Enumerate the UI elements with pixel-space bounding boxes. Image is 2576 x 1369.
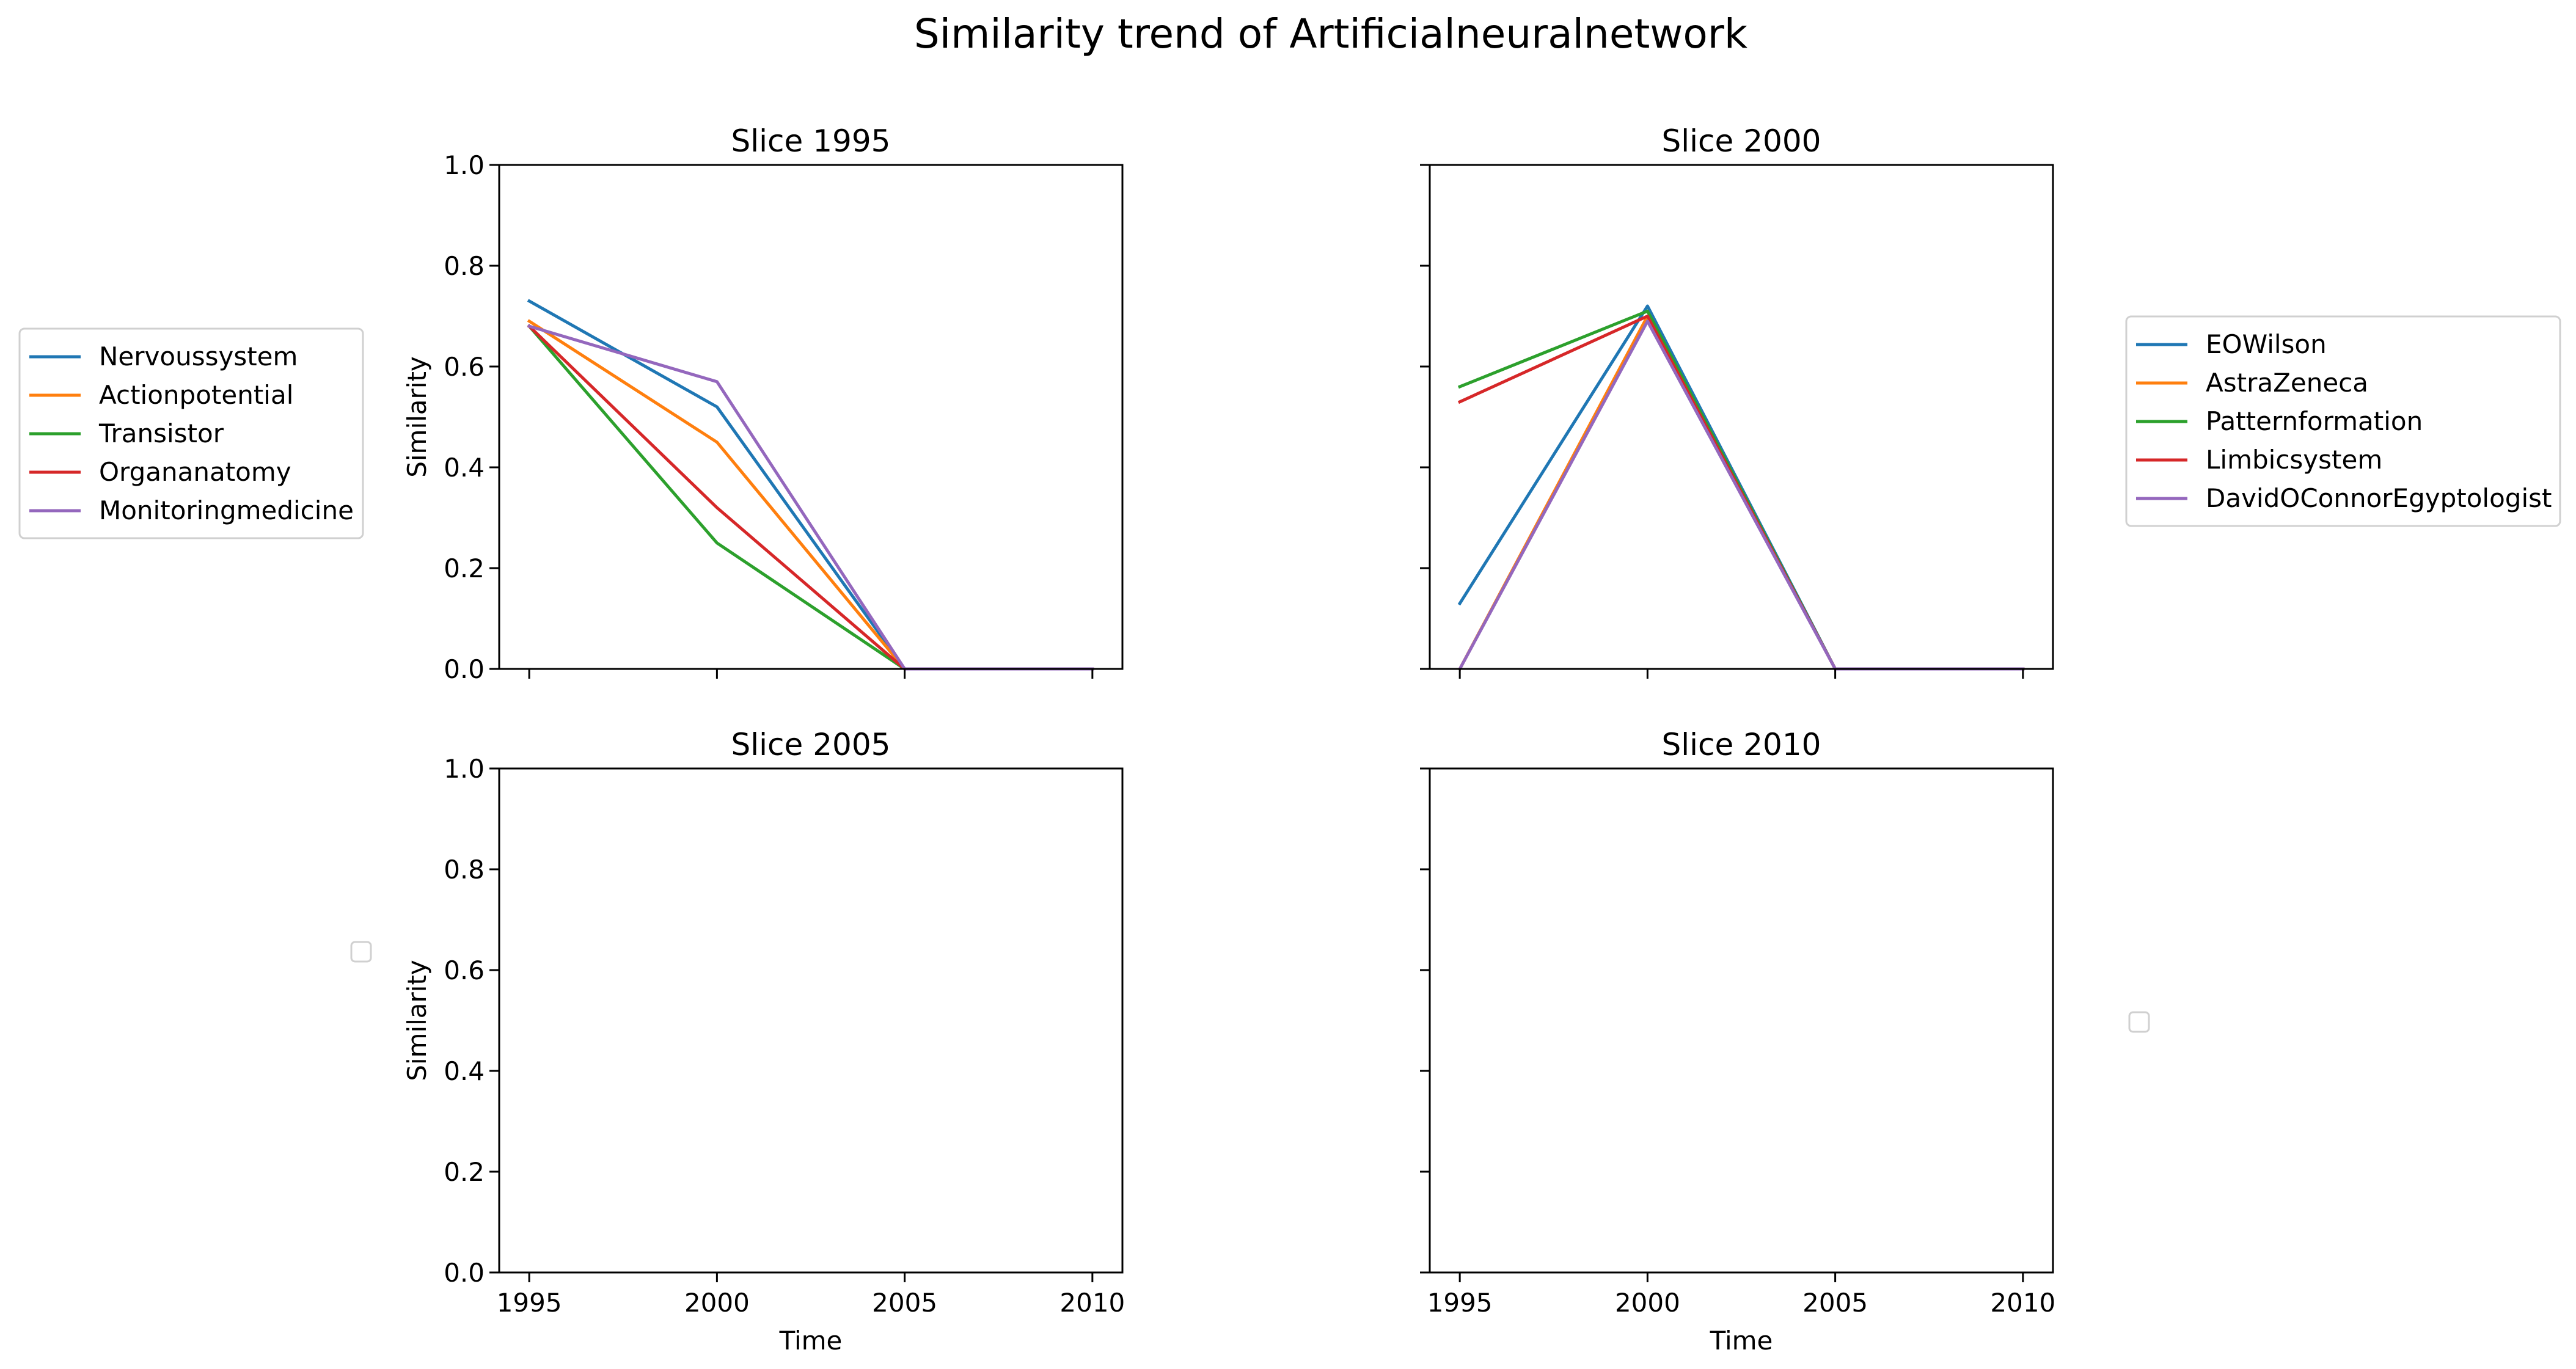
y-tick-label: 0.2 [444, 1157, 485, 1187]
subplot-2: 0.0 0.2 0.4 0.6 0.8 1.0 1995 2000 2005 2010 Slice … [350, 727, 1125, 1356]
legend-label: Patternformation [2206, 406, 2423, 436]
series-line [527, 324, 1094, 671]
x-tick-label: 2000 [1615, 1288, 1680, 1318]
series-line [527, 324, 1094, 671]
y-tick-label: 1.0 [444, 754, 485, 784]
legend-label: AstraZeneca [2206, 368, 2368, 398]
legend-label: EOWilson [2206, 329, 2327, 359]
y-tick-label: 0.0 [444, 1258, 485, 1288]
subplot-1: Slice 2000 EOWilson AstraZeneca Patternform… [1420, 123, 2561, 679]
axes-frame [1429, 767, 2054, 1274]
y-axis-label: Similarity [402, 356, 432, 478]
series-line [1457, 319, 2025, 671]
x-axis-label: Time [1710, 1326, 1773, 1356]
subplot-3: 1995 2000 2005 2010 Slice 2010 Time [1420, 727, 2150, 1356]
legend-label: DavidOConnorEgyptologist [2206, 483, 2552, 513]
legend-label: Transistor [98, 418, 224, 448]
axes-frame [498, 767, 1124, 1274]
y-tick-label: 0.0 [444, 654, 485, 684]
series-line [527, 319, 1094, 671]
series-line [527, 299, 1094, 671]
legend-label: Organanatomy [99, 457, 291, 487]
y-tick-label: 0.4 [444, 453, 485, 483]
x-tick-label: 2010 [1059, 1288, 1125, 1318]
y-tick-label: 0.8 [444, 855, 485, 885]
x-tick-label: 1995 [497, 1288, 562, 1318]
figure-title: Similarity trend of Artificialneuralnetw… [914, 10, 1748, 57]
legend-box [18, 327, 364, 539]
x-axis-label: Time [779, 1326, 843, 1356]
x-tick-label: 2005 [1802, 1288, 1868, 1318]
x-tick-label: 2005 [872, 1288, 937, 1318]
legend-box-empty [350, 941, 372, 963]
y-tick-label: 0.6 [444, 352, 485, 382]
y-tick-label: 0.6 [444, 955, 485, 985]
subplot-title: Slice 1995 [731, 123, 891, 159]
subplot-title: Slice 2010 [1662, 727, 1821, 762]
legend: EOWilson AstraZeneca Patternformation Limbi… [2125, 315, 2561, 527]
y-tick-label: 1.0 [444, 150, 485, 180]
legend: Nervoussystem Actionpotential Transistor Or… [18, 327, 364, 539]
subplot-0: 0.0 0.2 0.4 0.6 0.8 1.0 Slice 1995 Similarity Ne… [18, 123, 1124, 684]
series-line [527, 324, 1094, 671]
subplot-title: Slice 2000 [1662, 123, 1821, 159]
x-tick-label: 2000 [684, 1288, 750, 1318]
legend-box-empty [2128, 1011, 2150, 1033]
x-tick-label: 2010 [1990, 1288, 2055, 1318]
axes-frame [1429, 164, 2054, 670]
legend-label: Limbicsystem [2206, 445, 2382, 475]
y-tick-label: 0.4 [444, 1056, 485, 1086]
y-tick-label: 0.8 [444, 251, 485, 281]
legend-label: Nervoussystem [99, 341, 298, 371]
legend-label: Actionpotential [99, 380, 293, 410]
y-axis-label: Similarity [402, 960, 432, 1081]
axes-frame [498, 164, 1124, 670]
y-tick-label: 0.2 [444, 553, 485, 583]
subplot-title: Slice 2005 [731, 727, 891, 762]
legend-label: Monitoringmedicine [99, 495, 354, 525]
x-tick-label: 1995 [1427, 1288, 1493, 1318]
legend-box [2125, 315, 2561, 527]
